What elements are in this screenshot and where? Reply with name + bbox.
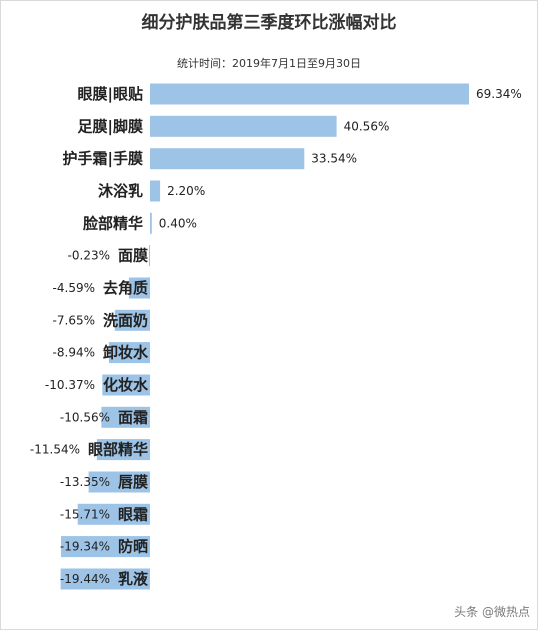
category-label-2: 护手霜|手膜 — [63, 150, 143, 169]
bar-13 — [77, 503, 150, 525]
value-label-13: -15.71% — [60, 507, 110, 521]
category-label-12: 唇膜 — [118, 473, 148, 491]
category-label-13: 眼霜 — [118, 505, 148, 523]
category-label-15: 乳液 — [118, 570, 149, 588]
bar-1 — [150, 115, 337, 137]
value-label-7: -7.65% — [53, 313, 95, 327]
bar-14 — [61, 536, 150, 558]
category-label-1: 足膜|脚膜 — [78, 117, 143, 136]
value-label-11: -11.54% — [30, 443, 80, 457]
bar-6 — [128, 277, 150, 299]
value-label-15: -19.44% — [60, 572, 110, 586]
value-label-8: -8.94% — [53, 346, 95, 360]
value-label-3: 2.20% — [167, 184, 205, 198]
value-label-9: -10.37% — [45, 378, 95, 392]
chart-title: 细分护肤品第三季度环比涨幅对比 — [141, 13, 397, 33]
bar-5 — [148, 245, 150, 267]
bar-2 — [150, 148, 305, 170]
value-label-5: -0.23% — [68, 249, 110, 263]
bar-8 — [108, 342, 150, 364]
value-label-6: -4.59% — [53, 281, 95, 295]
value-label-2: 33.54% — [311, 152, 357, 166]
category-label-11: 眼部精华 — [88, 441, 148, 459]
category-label-4: 脸部精华 — [83, 214, 143, 232]
category-label-5: 面膜 — [118, 247, 148, 265]
category-label-10: 面霜 — [118, 408, 148, 426]
category-label-8: 卸妆水 — [103, 344, 149, 362]
value-label-4: 0.40% — [159, 216, 197, 230]
bar-9 — [102, 374, 150, 396]
category-label-9: 化妆水 — [103, 376, 149, 394]
bar-12 — [88, 471, 150, 493]
category-label-6: 去角质 — [103, 279, 148, 297]
bar-7 — [114, 309, 150, 331]
value-label-1: 40.56% — [344, 119, 390, 133]
bar-10 — [101, 406, 150, 428]
category-label-3: 沐浴乳 — [98, 182, 143, 200]
value-label-0: 69.34% — [476, 87, 522, 101]
category-label-7: 洗面奶 — [103, 311, 148, 329]
bar-11 — [96, 439, 150, 461]
value-label-12: -13.35% — [60, 475, 110, 489]
bar-4 — [150, 212, 152, 234]
category-label-14: 防晒 — [118, 538, 148, 556]
watermark: 头条 @微热点 — [454, 605, 530, 619]
bar-3 — [150, 180, 161, 202]
category-label-0: 眼膜|眼贴 — [78, 85, 143, 104]
bar-0 — [150, 83, 469, 105]
bar-15 — [60, 568, 150, 590]
value-label-14: -19.34% — [60, 540, 110, 554]
value-label-10: -10.56% — [60, 410, 110, 424]
chart-subtitle: 统计时间：2019年7月1日至9月30日 — [177, 57, 361, 70]
